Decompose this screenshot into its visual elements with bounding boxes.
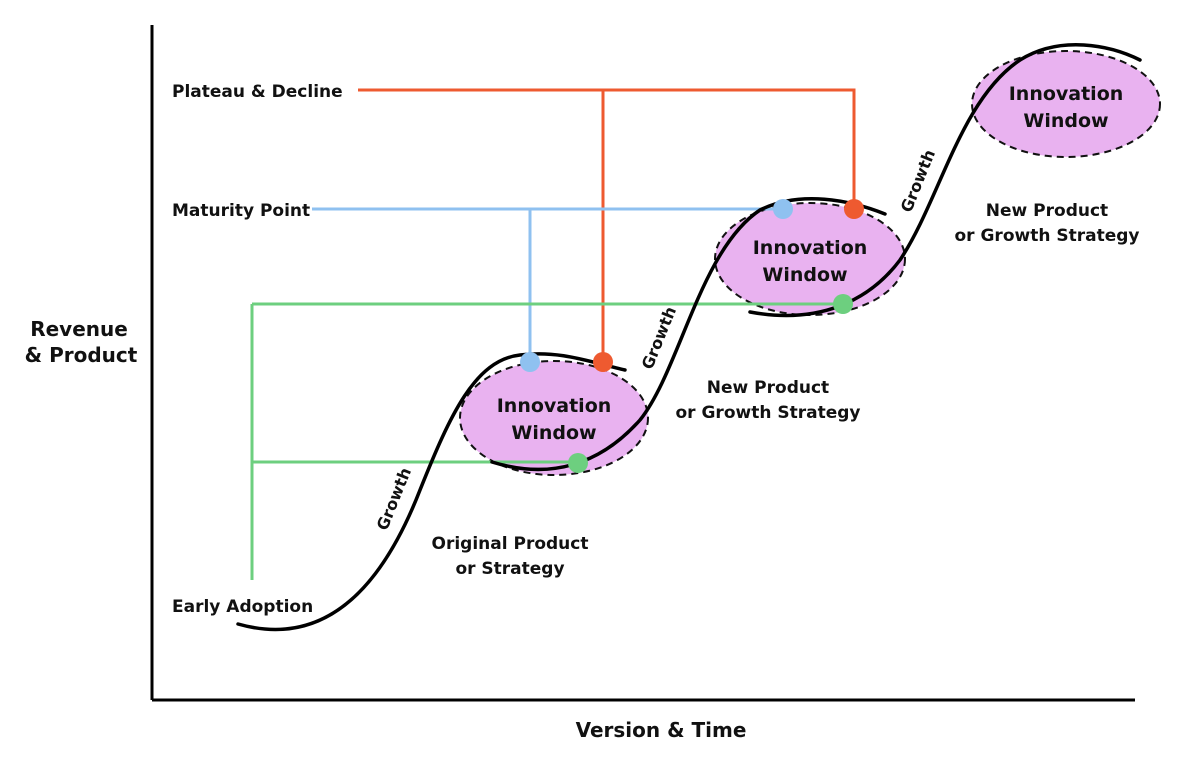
innovation-window-ellipse-3	[971, 50, 1161, 158]
plateau-dot-1	[593, 352, 613, 372]
growth-label-3: Growth	[897, 147, 939, 215]
growth-label-2: Growth	[638, 304, 680, 372]
stage-new2-line2: or Growth Strategy	[955, 226, 1140, 246]
growth-label-1: Growth	[373, 465, 415, 533]
level-label-early: Early Adoption	[172, 597, 313, 617]
x-axis-title: Version & Time	[576, 718, 747, 742]
innovation-window-label-2-line2: Window	[762, 264, 847, 286]
stage-new1-line1: New Product	[707, 378, 829, 398]
maturity-dot-2	[773, 199, 793, 219]
maturity-dot-1	[520, 352, 540, 372]
innovation-window-label-3-line1: Innovation	[1009, 83, 1124, 105]
stage-original-line2: or Strategy	[455, 559, 564, 579]
stage-new1-line2: or Growth Strategy	[676, 403, 861, 423]
y-axis-title-line1: Revenue	[30, 317, 128, 341]
stage-original-line1: Original Product	[432, 534, 589, 554]
level-label-maturity: Maturity Point	[172, 201, 310, 221]
innovation-window-label-1-line1: Innovation	[497, 395, 612, 417]
innovation-window-ellipse-2	[714, 202, 906, 316]
innovation-window-label-2-line1: Innovation	[753, 237, 868, 259]
maturity-connector-lines	[312, 207, 783, 362]
innovation-window-label-1-line2: Window	[511, 422, 596, 444]
plateau-dot-2	[844, 199, 864, 219]
innovation-window-label-3-line2: Window	[1023, 110, 1108, 132]
stage-new2-line1: New Product	[986, 201, 1108, 221]
level-label-plateau: Plateau & Decline	[172, 82, 343, 102]
early-adoption-connector-lines	[250, 302, 843, 580]
early-dot-1	[568, 453, 588, 473]
y-axis-title-line2: & Product	[25, 343, 138, 367]
early-dot-2	[833, 294, 853, 314]
plateau-connector-lines	[358, 88, 856, 362]
innovation-window-ellipse-1	[459, 360, 649, 476]
plateau-line-main	[358, 88, 856, 209]
